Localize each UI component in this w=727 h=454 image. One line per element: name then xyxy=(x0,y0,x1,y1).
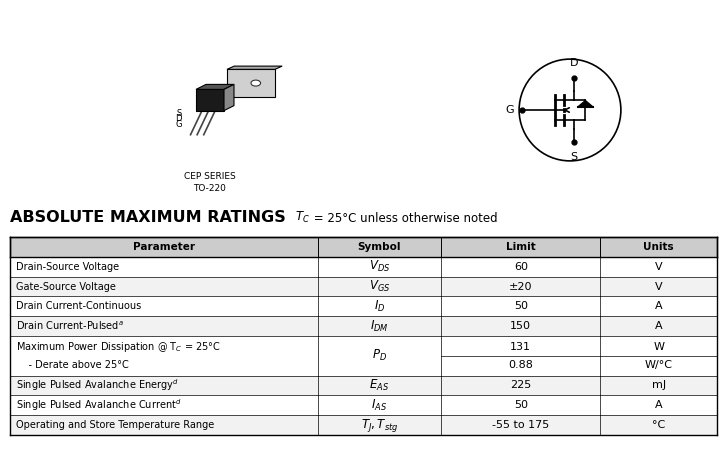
Bar xyxy=(10,276,717,296)
Text: °C: °C xyxy=(652,420,665,430)
Text: Operating and Store Temperature Range: Operating and Store Temperature Range xyxy=(16,420,214,430)
Text: $I_{D}$: $I_{D}$ xyxy=(374,299,385,314)
Text: A: A xyxy=(655,321,662,331)
Text: A: A xyxy=(655,301,662,311)
Circle shape xyxy=(251,80,260,86)
Text: A: A xyxy=(655,400,662,410)
Bar xyxy=(196,89,224,111)
Text: 150: 150 xyxy=(510,321,531,331)
Text: W: W xyxy=(653,342,664,352)
Text: Single Pulsed Avalanche Energy$^d$: Single Pulsed Avalanche Energy$^d$ xyxy=(16,378,179,394)
Text: $T_{J},T_{stg}$: $T_{J},T_{stg}$ xyxy=(361,417,398,434)
Text: -55 to 175: -55 to 175 xyxy=(492,420,550,430)
Polygon shape xyxy=(227,66,282,69)
Bar xyxy=(10,395,717,415)
Text: Parameter: Parameter xyxy=(133,242,195,252)
Text: ABSOLUTE MAXIMUM RATINGS: ABSOLUTE MAXIMUM RATINGS xyxy=(10,210,286,225)
Text: D: D xyxy=(570,58,579,68)
Polygon shape xyxy=(227,69,275,97)
Text: Single Pulsed Avalanche Current$^d$: Single Pulsed Avalanche Current$^d$ xyxy=(16,397,182,413)
Text: Gate-Source Voltage: Gate-Source Voltage xyxy=(16,281,116,291)
Text: = 25°C unless otherwise noted: = 25°C unless otherwise noted xyxy=(310,212,497,225)
Text: V: V xyxy=(655,262,662,271)
Text: $E_{AS}$: $E_{AS}$ xyxy=(369,378,390,393)
Text: Drain Current-Pulsed$^a$: Drain Current-Pulsed$^a$ xyxy=(16,320,124,332)
Text: Units: Units xyxy=(643,242,674,252)
Text: G: G xyxy=(505,105,514,115)
Text: CEP SERIES
TO-220: CEP SERIES TO-220 xyxy=(184,172,236,193)
Text: $I_{AS}$: $I_{AS}$ xyxy=(371,398,387,413)
Text: Drain-Source Voltage: Drain-Source Voltage xyxy=(16,262,119,271)
Polygon shape xyxy=(224,84,234,111)
Polygon shape xyxy=(577,100,593,107)
Bar xyxy=(10,375,717,395)
Text: S: S xyxy=(177,109,182,118)
Text: Limit: Limit xyxy=(506,242,536,252)
Text: V: V xyxy=(655,281,662,291)
Bar xyxy=(10,257,717,276)
Text: 0.88: 0.88 xyxy=(508,360,533,370)
Text: Symbol: Symbol xyxy=(358,242,401,252)
Text: G: G xyxy=(175,120,182,129)
Text: D: D xyxy=(175,114,182,123)
Text: ±20: ±20 xyxy=(509,281,533,291)
Text: 131: 131 xyxy=(510,342,531,352)
Polygon shape xyxy=(196,84,234,89)
Bar xyxy=(10,296,717,316)
Text: 50: 50 xyxy=(514,301,528,311)
Bar xyxy=(10,415,717,435)
Text: $V_{DS}$: $V_{DS}$ xyxy=(369,259,390,274)
Bar xyxy=(10,336,717,375)
Text: $I_{DM}$: $I_{DM}$ xyxy=(370,319,389,334)
Ellipse shape xyxy=(519,59,621,161)
Text: S: S xyxy=(571,152,578,162)
Text: W/°C: W/°C xyxy=(645,360,672,370)
Text: $P_{D}$: $P_{D}$ xyxy=(372,348,387,363)
Text: 225: 225 xyxy=(510,380,531,390)
Bar xyxy=(10,316,717,336)
Text: Drain Current-Continuous: Drain Current-Continuous xyxy=(16,301,141,311)
Bar xyxy=(10,237,717,257)
Text: Maximum Power Dissipation @ T$_C$ = 25°C: Maximum Power Dissipation @ T$_C$ = 25°C xyxy=(16,340,221,354)
Text: - Derate above 25°C: - Derate above 25°C xyxy=(16,360,129,370)
Text: $T_C$: $T_C$ xyxy=(295,210,310,225)
Text: 50: 50 xyxy=(514,400,528,410)
Text: $V_{GS}$: $V_{GS}$ xyxy=(369,279,390,294)
Text: mJ: mJ xyxy=(651,380,666,390)
Text: 60: 60 xyxy=(514,262,528,271)
